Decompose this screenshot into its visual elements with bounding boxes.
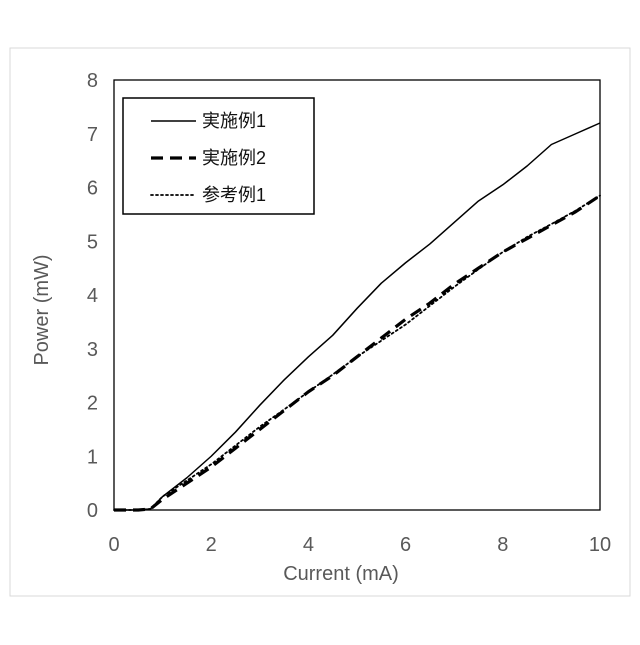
x-tick-label: 4 — [303, 534, 314, 556]
x-tick-label: 2 — [206, 534, 217, 556]
y-tick-label: 2 — [87, 393, 98, 415]
y-axis-title: Power (mW) — [31, 254, 53, 365]
x-axis-title: Current (mA) — [283, 563, 399, 585]
y-tick-label: 6 — [87, 178, 98, 200]
y-tick-label: 3 — [87, 339, 98, 361]
y-tick-label: 5 — [87, 231, 98, 253]
x-tick-label: 8 — [497, 534, 508, 556]
x-tick-label: 0 — [108, 534, 119, 556]
legend-label-2: 実施例2 — [202, 148, 266, 168]
chart-area-border — [10, 48, 630, 596]
y-tick-label: 1 — [87, 446, 98, 468]
y-tick-label: 7 — [87, 124, 98, 146]
y-axis-tick-labels: 0 1 2 3 4 5 6 7 8 — [87, 70, 98, 522]
y-tick-label: 4 — [87, 285, 98, 307]
x-tick-label: 10 — [589, 534, 611, 556]
y-tick-label: 0 — [87, 500, 98, 522]
legend: 実施例1 実施例2 参考例1 — [123, 98, 314, 214]
legend-label-1: 実施例1 — [202, 111, 266, 131]
y-tick-label: 8 — [87, 70, 98, 92]
x-tick-label: 6 — [400, 534, 411, 556]
legend-label-3: 参考例1 — [202, 185, 266, 205]
